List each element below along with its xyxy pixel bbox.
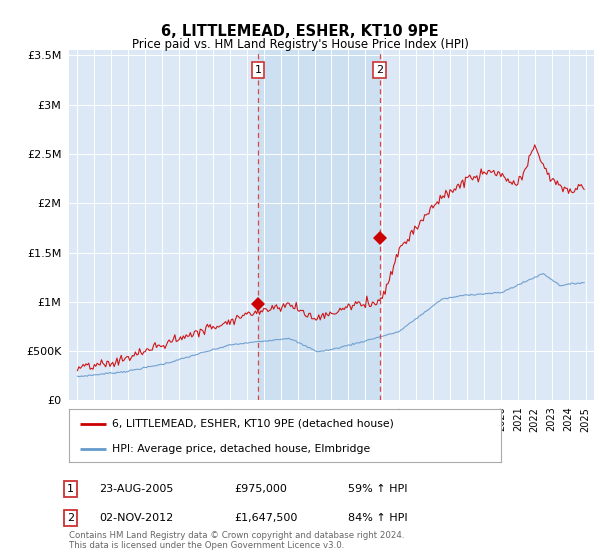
Text: 6, LITTLEMEAD, ESHER, KT10 9PE: 6, LITTLEMEAD, ESHER, KT10 9PE — [161, 24, 439, 39]
Text: 84% ↑ HPI: 84% ↑ HPI — [348, 513, 407, 523]
Text: HPI: Average price, detached house, Elmbridge: HPI: Average price, detached house, Elmb… — [112, 444, 370, 454]
Bar — [258, 50, 380, 400]
Text: 02-NOV-2012: 02-NOV-2012 — [99, 513, 173, 523]
Text: £975,000: £975,000 — [234, 484, 287, 494]
Text: Contains HM Land Registry data © Crown copyright and database right 2024.
This d: Contains HM Land Registry data © Crown c… — [69, 530, 404, 550]
Text: 2: 2 — [376, 65, 383, 75]
Text: 1: 1 — [254, 65, 262, 75]
Text: 6, LITTLEMEAD, ESHER, KT10 9PE (detached house): 6, LITTLEMEAD, ESHER, KT10 9PE (detached… — [112, 419, 394, 429]
Text: 59% ↑ HPI: 59% ↑ HPI — [348, 484, 407, 494]
Text: £1,647,500: £1,647,500 — [234, 513, 298, 523]
Text: 23-AUG-2005: 23-AUG-2005 — [99, 484, 173, 494]
Text: 1: 1 — [67, 484, 74, 494]
Text: Price paid vs. HM Land Registry's House Price Index (HPI): Price paid vs. HM Land Registry's House … — [131, 38, 469, 52]
Text: 2: 2 — [67, 513, 74, 523]
